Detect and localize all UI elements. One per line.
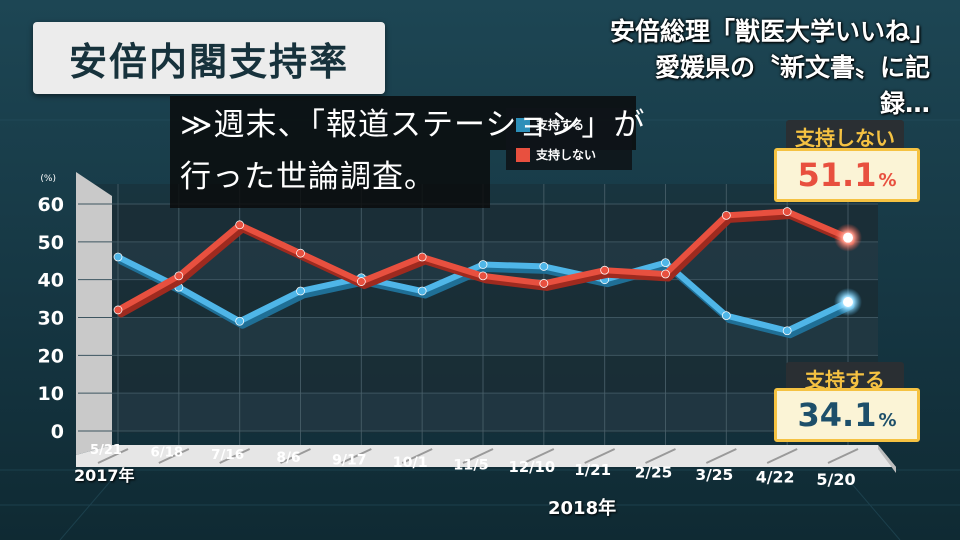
support-callout-label-text: 支持する <box>805 367 885 392</box>
x-tick-label: 1/21 <box>574 461 611 479</box>
oppose-value: 51.1 <box>797 156 877 194</box>
data-point-oppose <box>661 269 670 279</box>
floor-tick <box>280 448 311 464</box>
data-point-oppose <box>113 305 123 315</box>
caption-line-2: 行った世論調査。 <box>180 159 436 195</box>
y-tick-label: 30 <box>38 308 64 330</box>
oppose-callout-label-text: 支持しない <box>795 125 895 150</box>
endpoint-oppose <box>843 232 853 243</box>
y-tick-label: 50 <box>38 232 64 254</box>
legend-label-support: 支持する <box>536 118 585 132</box>
y-tick-label: 60 <box>38 194 64 216</box>
oppose-value-unit: % <box>878 170 897 191</box>
data-point-support <box>417 286 427 296</box>
data-point-support <box>782 326 792 336</box>
legend-item-oppose: 支持しない <box>516 146 596 163</box>
x-tick-label: 4/22 <box>756 468 795 487</box>
oppose-callout-label: 支持しない <box>786 120 904 152</box>
plot-band <box>78 355 878 394</box>
data-point-oppose <box>356 277 366 286</box>
plot-band <box>78 393 878 431</box>
data-point-oppose <box>235 220 245 230</box>
chart-floor <box>76 445 896 467</box>
floor-tick <box>705 448 737 464</box>
floor-tick <box>340 448 372 464</box>
series-line-shadow-support <box>117 257 855 339</box>
x-tick-label: 8/6 <box>276 450 300 466</box>
plot-band <box>78 204 878 242</box>
headline-line-2: 愛媛県の〝新文書〟に記録… <box>654 53 930 118</box>
title-panel: 安倍内閣支持率 <box>33 22 385 94</box>
data-point-support <box>235 316 245 326</box>
y-tick-label: 10 <box>38 383 64 405</box>
page-title: 安倍内閣支持率 <box>68 39 349 84</box>
floor-tick <box>523 448 555 464</box>
data-point-support <box>113 252 123 262</box>
headline-line-1: 安倍総理「獣医大学いいね」 <box>610 17 936 46</box>
floor-tick <box>766 448 798 464</box>
legend-swatch-support <box>516 117 530 132</box>
chart-legend: 支持する 支持しない <box>506 108 632 170</box>
floor-tick <box>827 448 859 464</box>
x-tick-label: 9/17 <box>332 452 366 468</box>
floor-tick <box>219 448 251 464</box>
data-point-oppose <box>174 271 184 281</box>
x-tick-label: 11/5 <box>453 458 489 474</box>
data-point-support <box>478 260 488 269</box>
data-point-oppose <box>782 207 792 216</box>
floor-tick <box>462 448 494 464</box>
data-point-oppose <box>296 248 305 258</box>
data-point-support <box>721 311 731 321</box>
year-label-2018: 2018年 <box>548 498 617 519</box>
floor-tick <box>401 448 433 464</box>
chart-floor-edge <box>878 445 896 473</box>
support-callout-value: 34.1 % <box>774 388 920 442</box>
x-tick-label: 5/20 <box>816 470 855 489</box>
floor-tick <box>645 448 676 464</box>
y-tick-label: 20 <box>38 345 64 367</box>
support-value: 34.1 <box>797 396 877 434</box>
legend-label-oppose: 支持しない <box>536 148 597 162</box>
chart-left-wall <box>76 172 112 455</box>
data-point-oppose <box>478 271 488 281</box>
x-tick-label: 2/25 <box>635 463 673 481</box>
headline: 安倍総理「獣医大学いいね」 愛媛県の〝新文書〟に記録… <box>610 14 936 122</box>
data-point-oppose <box>600 265 610 275</box>
support-value-unit: % <box>878 410 897 431</box>
data-point-support <box>539 262 549 271</box>
x-tick-label: 10/1 <box>393 455 428 471</box>
data-point-oppose <box>417 252 427 262</box>
y-tick-label: 0 <box>51 421 64 443</box>
legend-swatch-oppose <box>516 147 530 162</box>
floor-tick <box>158 448 190 464</box>
year-label-2017: 2017年 <box>74 466 135 485</box>
data-point-oppose <box>721 210 731 220</box>
data-point-support <box>661 258 670 268</box>
endpoint-support <box>843 296 853 307</box>
legend-item-support: 支持する <box>516 116 584 133</box>
y-tick-label: 40 <box>38 270 64 292</box>
oppose-callout-value: 51.1 % <box>774 148 920 202</box>
x-tick-label: 5/21 <box>90 443 122 458</box>
x-tick-label: 12/10 <box>509 459 556 476</box>
floor-tick <box>97 448 129 464</box>
data-point-oppose <box>539 279 549 288</box>
floor-tick <box>584 448 616 464</box>
x-tick-label: 3/25 <box>695 466 733 484</box>
x-tick-label: 7/16 <box>211 447 244 463</box>
data-point-support <box>296 286 305 296</box>
caption-line-1: ≫週末、「報道ステーション」が <box>180 107 646 143</box>
x-tick-label: 6/18 <box>151 446 184 461</box>
y-axis-unit: (%) <box>40 174 56 184</box>
caption-subtitle: ≫週末、「報道ステーション」が 行った世論調査。 <box>170 96 644 208</box>
